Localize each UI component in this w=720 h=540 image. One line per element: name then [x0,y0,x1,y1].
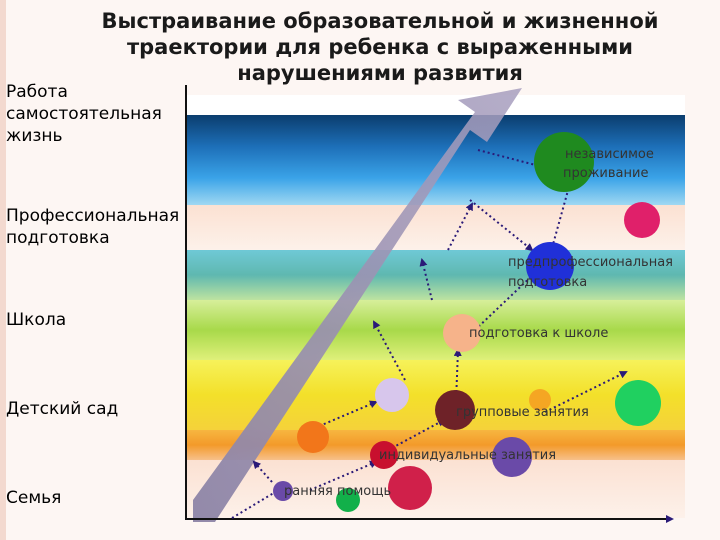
growth-arrow [193,88,522,522]
band-work [185,115,685,205]
circle-individual [370,441,398,469]
path-schoolprep-up [419,258,433,301]
band-work-top [185,95,685,115]
band-prof [185,250,685,300]
stage-group: групповые занятия [456,405,589,420]
band-school [185,300,685,360]
level-label-professional: Профессиональная подготовка [6,206,180,248]
circle-green-small [336,488,360,512]
circle-crimson [388,466,432,510]
band-prof-top [185,205,685,250]
path-group-to-schoolprep [453,348,462,403]
stage-individual: индивидуальные занятия [379,448,556,463]
path-blue-to-independent [477,149,549,171]
page-title: Выстраивание образовательной и жизненной… [101,9,659,85]
circle-purple [492,437,532,477]
path-right-to-blue [544,371,628,413]
level-label-school: Школа [6,310,67,330]
circle-early [273,481,293,501]
circle-orange [297,421,329,453]
circle-orange-small [529,389,551,411]
slide-edge-decoration [0,0,6,540]
circle-independent [534,132,594,192]
circle-preprof [526,242,574,290]
level-label-kindergarten: Детский сад [6,399,119,419]
circle-group [435,390,475,430]
circle-school-prep [443,314,481,352]
stage-independent-line2: проживание [563,166,648,181]
circle-lavender [375,378,409,412]
path-lavender-up [373,320,406,381]
circle-light-green [615,380,661,426]
path-mid-up [447,202,473,251]
stage-independent-line1: независимое [565,147,654,162]
circle-magenta [624,202,660,238]
band-family [185,460,685,518]
stage-school-prep: подготовка к школе [469,326,608,341]
stage-preprof-line2: подготовка [508,275,587,290]
path-schoolprep-to-preprof [474,270,538,331]
stage-preprof-line1: предпрофессиональная [508,255,673,270]
path-preprof-left [469,199,534,252]
path-early-to-individual [309,460,378,491]
stage-early: ранняя помощь [284,484,391,499]
level-label-family: Семья [6,488,62,508]
level-label-work: Работа самостоятельная жизнь [6,82,162,146]
